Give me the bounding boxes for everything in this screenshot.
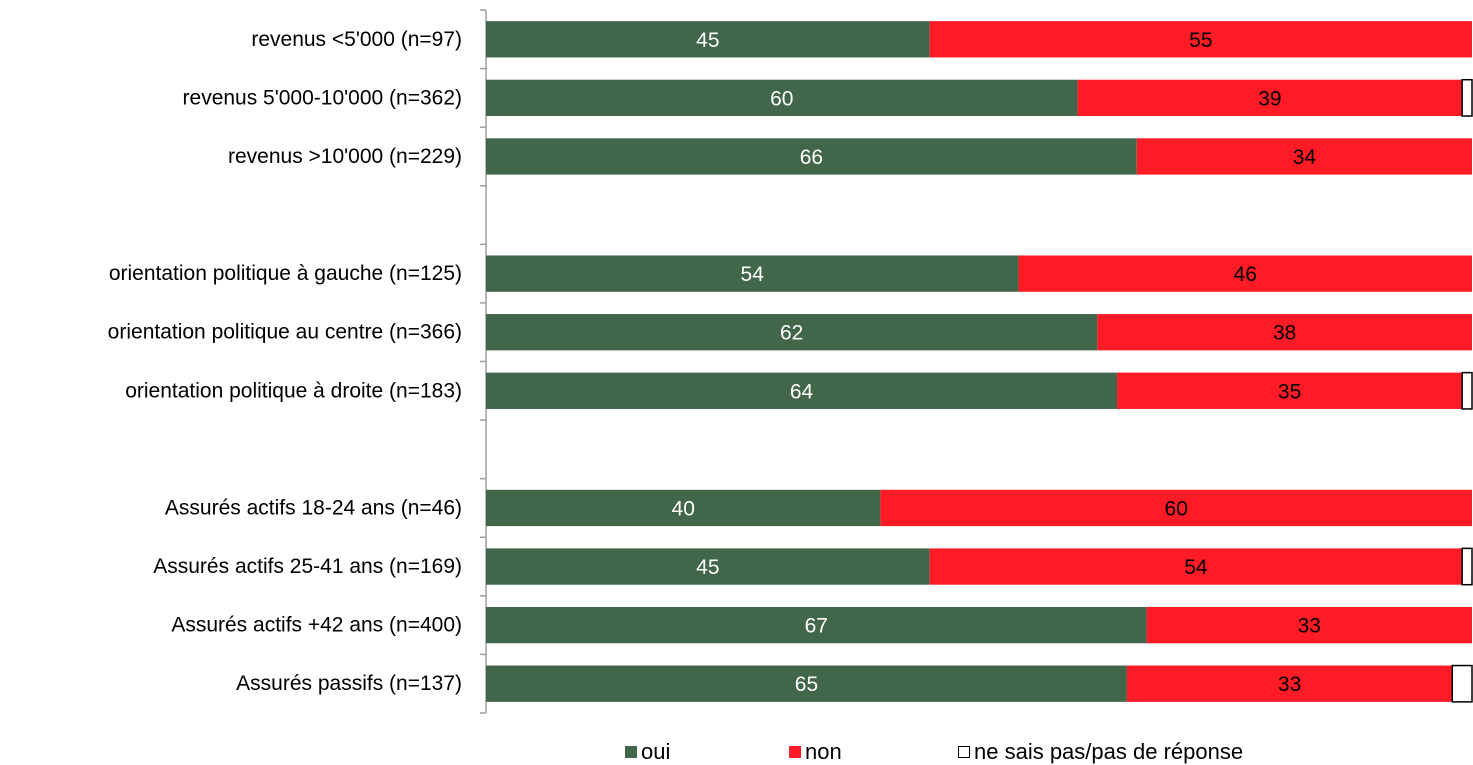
bar-oui — [486, 138, 1137, 175]
category-label: Assurés actifs 18-24 ans (n=46) — [165, 496, 462, 519]
category-label: revenus >10'000 (n=229) — [228, 145, 462, 168]
legend-label-oui: oui — [641, 738, 671, 764]
data-label: 33 — [1278, 673, 1301, 696]
legend-label-non: non — [805, 738, 842, 764]
bar-non — [1097, 314, 1472, 351]
data-label: 46 — [1234, 263, 1257, 286]
bar-non — [929, 21, 1472, 58]
bar-ne-sais-pas — [1461, 547, 1473, 586]
data-label: 60 — [1165, 497, 1188, 520]
bar-non — [929, 548, 1463, 585]
data-label: 65 — [795, 673, 818, 696]
bar-oui — [486, 79, 1078, 117]
data-label: 39 — [1258, 87, 1281, 110]
data-label: 67 — [805, 615, 828, 638]
data-label: 40 — [672, 497, 695, 520]
category-label: Assurés passifs (n=137) — [236, 672, 462, 695]
data-label: 45 — [696, 556, 719, 579]
data-label: 34 — [1293, 146, 1317, 169]
legend-item-ne-sais-pas: ne sais pas/pas de réponse — [958, 738, 1243, 765]
data-label: 64 — [790, 380, 814, 403]
bar-oui — [486, 606, 1147, 644]
bar-non — [1126, 665, 1453, 702]
bar-ne-sais-pas — [1461, 78, 1473, 117]
data-label: 35 — [1278, 380, 1301, 403]
category-label: Assurés actifs +42 ans (n=400) — [171, 614, 462, 637]
bar-non — [1146, 606, 1472, 644]
legend-swatch-oui — [625, 745, 637, 758]
data-label: 62 — [780, 322, 803, 345]
bar-oui — [486, 255, 1019, 292]
data-label: 54 — [1184, 556, 1208, 579]
bar-oui — [486, 21, 930, 58]
bar-non — [1136, 138, 1472, 175]
data-label: 55 — [1189, 29, 1212, 52]
bar-ne-sais-pas — [1451, 664, 1473, 703]
category-label: revenus 5'000-10'000 (n=362) — [183, 86, 462, 109]
legend-swatch-ne-sais-pas — [958, 745, 970, 758]
bar-oui — [486, 314, 1098, 351]
data-label: 66 — [800, 146, 823, 169]
bar-non — [1018, 255, 1472, 292]
bar-oui — [486, 548, 930, 585]
data-label: 54 — [741, 263, 765, 286]
category-label: orientation politique au centre (n=366) — [108, 321, 462, 344]
data-label: 45 — [696, 29, 719, 52]
data-label: 38 — [1273, 322, 1296, 345]
legend-item-oui: oui — [625, 738, 670, 765]
legend-label-ne-sais-pas: ne sais pas/pas de réponse — [974, 738, 1244, 764]
data-label: 33 — [1298, 615, 1321, 638]
legend-item-non: non — [789, 738, 842, 765]
bar-oui — [486, 665, 1127, 702]
bar-non — [880, 489, 1472, 527]
bar-ne-sais-pas — [1461, 371, 1473, 410]
chart-legend: oui non ne sais pas/pas de réponse — [0, 738, 1473, 765]
bar-non — [1117, 372, 1463, 409]
bar-oui — [486, 372, 1118, 409]
category-label: orientation politique à gauche (n=125) — [109, 262, 462, 285]
bar-non — [1077, 79, 1463, 117]
data-label: 60 — [770, 87, 793, 110]
bar-oui — [486, 489, 881, 527]
category-label: orientation politique à droite (n=183) — [125, 379, 462, 402]
legend-swatch-non — [789, 745, 801, 758]
category-label: revenus <5'000 (n=97) — [251, 28, 462, 51]
category-label: Assurés actifs 25-41 ans (n=169) — [153, 555, 462, 578]
